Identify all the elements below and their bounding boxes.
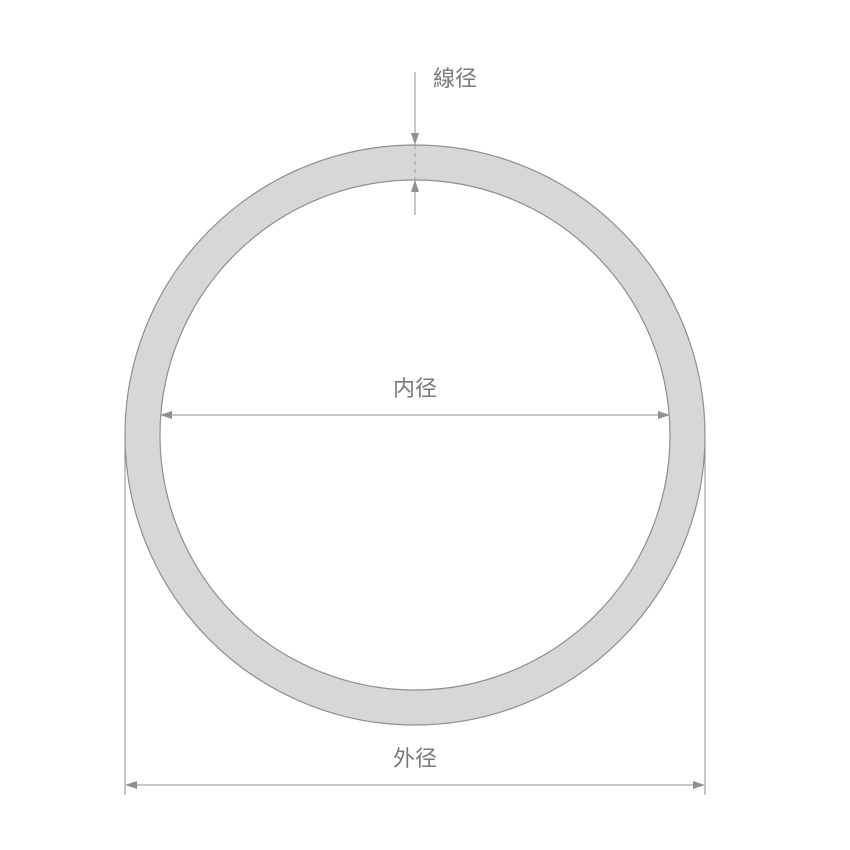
label-wire-diameter: 線径 bbox=[433, 66, 477, 91]
label-outer-diameter: 外径 bbox=[393, 746, 437, 771]
label-inner-diameter: 内径 bbox=[393, 376, 437, 401]
